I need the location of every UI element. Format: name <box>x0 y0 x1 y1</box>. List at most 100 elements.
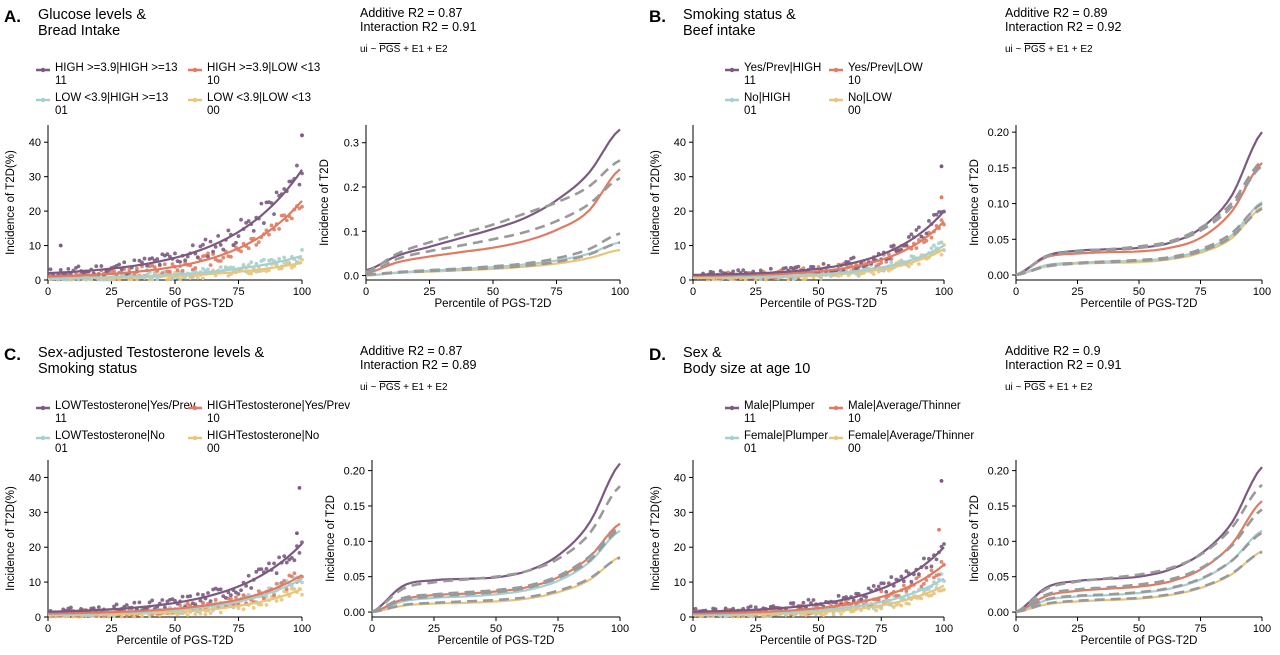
scatter-point <box>279 597 284 602</box>
scatter-point <box>256 240 261 244</box>
scatter-point <box>924 238 929 243</box>
scatter-point <box>157 262 162 267</box>
scatter-point <box>711 270 715 275</box>
scatter-point <box>173 251 177 256</box>
scatter-point <box>300 580 304 585</box>
x-axis-title: Percentile of PGS-T2D <box>435 298 552 310</box>
legend-key-dot <box>833 435 839 441</box>
y-axis-title: Incidence of T2D(%) <box>5 150 17 255</box>
scatter-point <box>221 247 226 252</box>
panel-a: A. Glucose levels &Bread Intake Additive R… <box>4 6 629 310</box>
legend-code: 00 <box>207 443 220 455</box>
formula-pgs-overlined: PGS <box>379 382 400 393</box>
panel-letter: B. <box>649 7 666 26</box>
scatter-point <box>274 190 279 195</box>
scatter-point <box>796 264 801 269</box>
scatter-point <box>221 255 226 260</box>
scatter-point <box>791 601 796 605</box>
y-axis-title: Incidence of T2D <box>969 495 981 582</box>
x-tick-label: 25 <box>1071 286 1083 298</box>
scatter-point <box>768 266 773 271</box>
scatter-point <box>866 586 871 591</box>
scatter-point <box>259 201 264 206</box>
scatter-point <box>831 612 836 617</box>
additive-dashed-curve <box>371 556 621 614</box>
scatter-point <box>150 256 155 261</box>
model-plot: 0 25 50 75 100 0.0 0.1 0.2 0.3 Percentile of PGS-… <box>319 125 629 310</box>
scatter-point <box>218 587 223 592</box>
y-tick-label: 0.10 <box>344 536 365 548</box>
scatter-point <box>254 261 259 266</box>
x-tick-label: 50 <box>812 623 824 635</box>
legend-key-dot <box>192 405 198 411</box>
scatter-point <box>937 572 941 577</box>
scatter-point <box>226 228 231 233</box>
additive-r2: Additive R2 = 0.87 <box>360 6 463 20</box>
scatter-point <box>279 580 284 585</box>
panel-d: D. Sex &Body size at age 10 Additive R2 = … <box>649 344 1271 647</box>
legend-label: HIGH >=3.9|HIGH >=13 <box>55 62 178 74</box>
model-plot: 0 25 50 75 100 0.00 0.05 0.10 0.15 0.20 Percentile… <box>969 125 1271 310</box>
scatter-point <box>228 593 233 598</box>
scatter-point <box>195 592 200 597</box>
scatter-point-outlier <box>939 479 944 483</box>
y-axis-title: Incidence of T2D(%) <box>650 150 662 255</box>
x-tick-label: 25 <box>1071 623 1083 635</box>
scatter-point <box>881 581 886 586</box>
scatter-point <box>122 260 127 265</box>
interaction-r2: Interaction R2 = 0.91 <box>360 20 476 34</box>
scatter-point <box>899 258 904 263</box>
legend-code: 00 <box>207 105 220 117</box>
scatter-point <box>871 584 876 588</box>
legend-key-dot <box>729 435 735 441</box>
fit-line-11 <box>692 546 945 613</box>
y-axis-title: Incidence of T2D(%) <box>5 486 17 591</box>
model-curve-01 <box>371 529 621 614</box>
scatter-point <box>201 276 205 281</box>
y-tick-label: 0 <box>35 612 41 624</box>
additive-r2: Additive R2 = 0.89 <box>1005 6 1108 20</box>
scatter-point <box>277 555 282 560</box>
y-tick-label: 0.00 <box>344 607 365 619</box>
scatter-point <box>254 569 259 574</box>
scatter-point <box>160 598 165 602</box>
scatter-point <box>889 575 894 579</box>
scatter-point <box>811 598 816 602</box>
scatter-point <box>231 243 236 248</box>
y-tick-label: 10 <box>29 577 41 589</box>
scatter-point <box>185 613 190 617</box>
x-tick-label: 75 <box>875 286 887 298</box>
x-tick-label: 50 <box>812 286 824 298</box>
model-formula: ui ~ PGS + E1 + E2 <box>360 382 448 393</box>
y-tick-label: 0.15 <box>988 163 1009 175</box>
fit-line-00 <box>47 588 303 617</box>
x-tick-label: 25 <box>423 286 435 298</box>
legend-label: No|LOW <box>848 92 892 104</box>
x-tick-label: 100 <box>935 623 953 635</box>
scatter-point <box>886 252 891 257</box>
scatter-point <box>208 239 213 244</box>
fit-line-00 <box>692 584 945 617</box>
scatter-point <box>929 246 934 251</box>
scatter-point <box>274 571 279 576</box>
scatter-point <box>932 591 936 596</box>
scatter-point <box>241 607 246 612</box>
scatter-point <box>924 578 929 583</box>
scatter-point <box>251 606 256 610</box>
additive-dashed-curve <box>1015 550 1263 614</box>
y-tick-label: 0 <box>680 275 686 287</box>
scatter-point <box>241 263 246 267</box>
y-tick-label: 10 <box>674 577 686 589</box>
scatter-point <box>155 257 160 261</box>
scatter-point <box>884 259 889 264</box>
scatter-point <box>282 578 287 583</box>
scatter-point <box>927 218 931 223</box>
additive-r2: Additive R2 = 0.87 <box>360 344 463 358</box>
scatter-point <box>234 240 238 245</box>
x-tick-label: 75 <box>875 623 887 635</box>
scatter-point <box>864 595 869 599</box>
scatter-point <box>884 589 889 594</box>
y-axis-title: Incidence of T2D(%) <box>650 486 662 591</box>
scatter-point <box>241 593 246 598</box>
formula-part: ui ~ <box>360 44 379 55</box>
